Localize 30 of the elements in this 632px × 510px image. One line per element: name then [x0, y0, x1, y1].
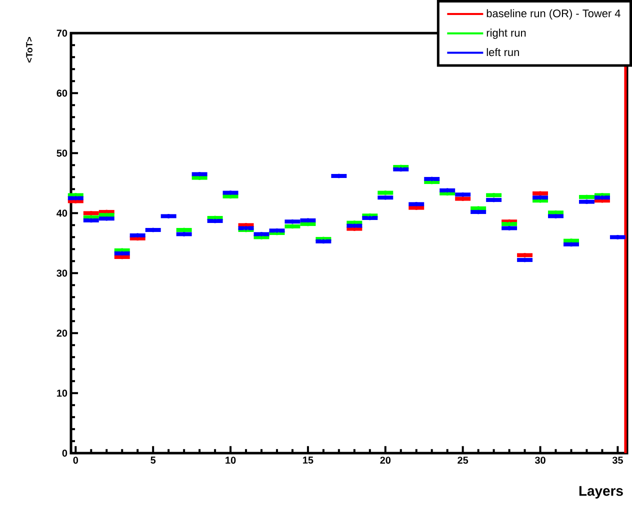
x-tick-label: 0 — [73, 456, 78, 464]
y-tick-label: 60 — [56, 90, 68, 97]
point — [507, 222, 512, 226]
x-tick-label: 25 — [458, 456, 468, 464]
y-tick-label: 30 — [56, 270, 68, 277]
point — [321, 239, 326, 244]
y-tick-label: 40 — [56, 210, 68, 217]
x-tick-label: 35 — [612, 456, 623, 464]
y-axis-title: <ToT> — [26, 36, 32, 62]
point — [554, 210, 558, 215]
x-axis-title: Layers — [579, 486, 623, 499]
point — [398, 167, 404, 172]
legend-label: left run — [486, 48, 519, 56]
legend-label: baseline run (OR) - Tower 4 — [486, 9, 620, 20]
y-tick-label: 20 — [56, 330, 68, 337]
y-tick-label: 0 — [62, 450, 68, 457]
point — [600, 195, 604, 200]
legend-label: right run — [486, 28, 526, 39]
x-tick-label: 5 — [150, 456, 156, 464]
point — [538, 195, 542, 200]
point — [569, 238, 574, 243]
x-tick-label: 15 — [303, 456, 314, 464]
x-tick-label: 30 — [534, 456, 546, 464]
point — [274, 228, 280, 233]
x-tick-label: 20 — [380, 456, 391, 464]
x-tick-label: 10 — [226, 456, 236, 464]
y-tick-label: 10 — [57, 390, 68, 397]
y-tick-label: 50 — [56, 150, 68, 157]
y-tick-label: 70 — [56, 30, 68, 37]
point — [368, 216, 372, 220]
